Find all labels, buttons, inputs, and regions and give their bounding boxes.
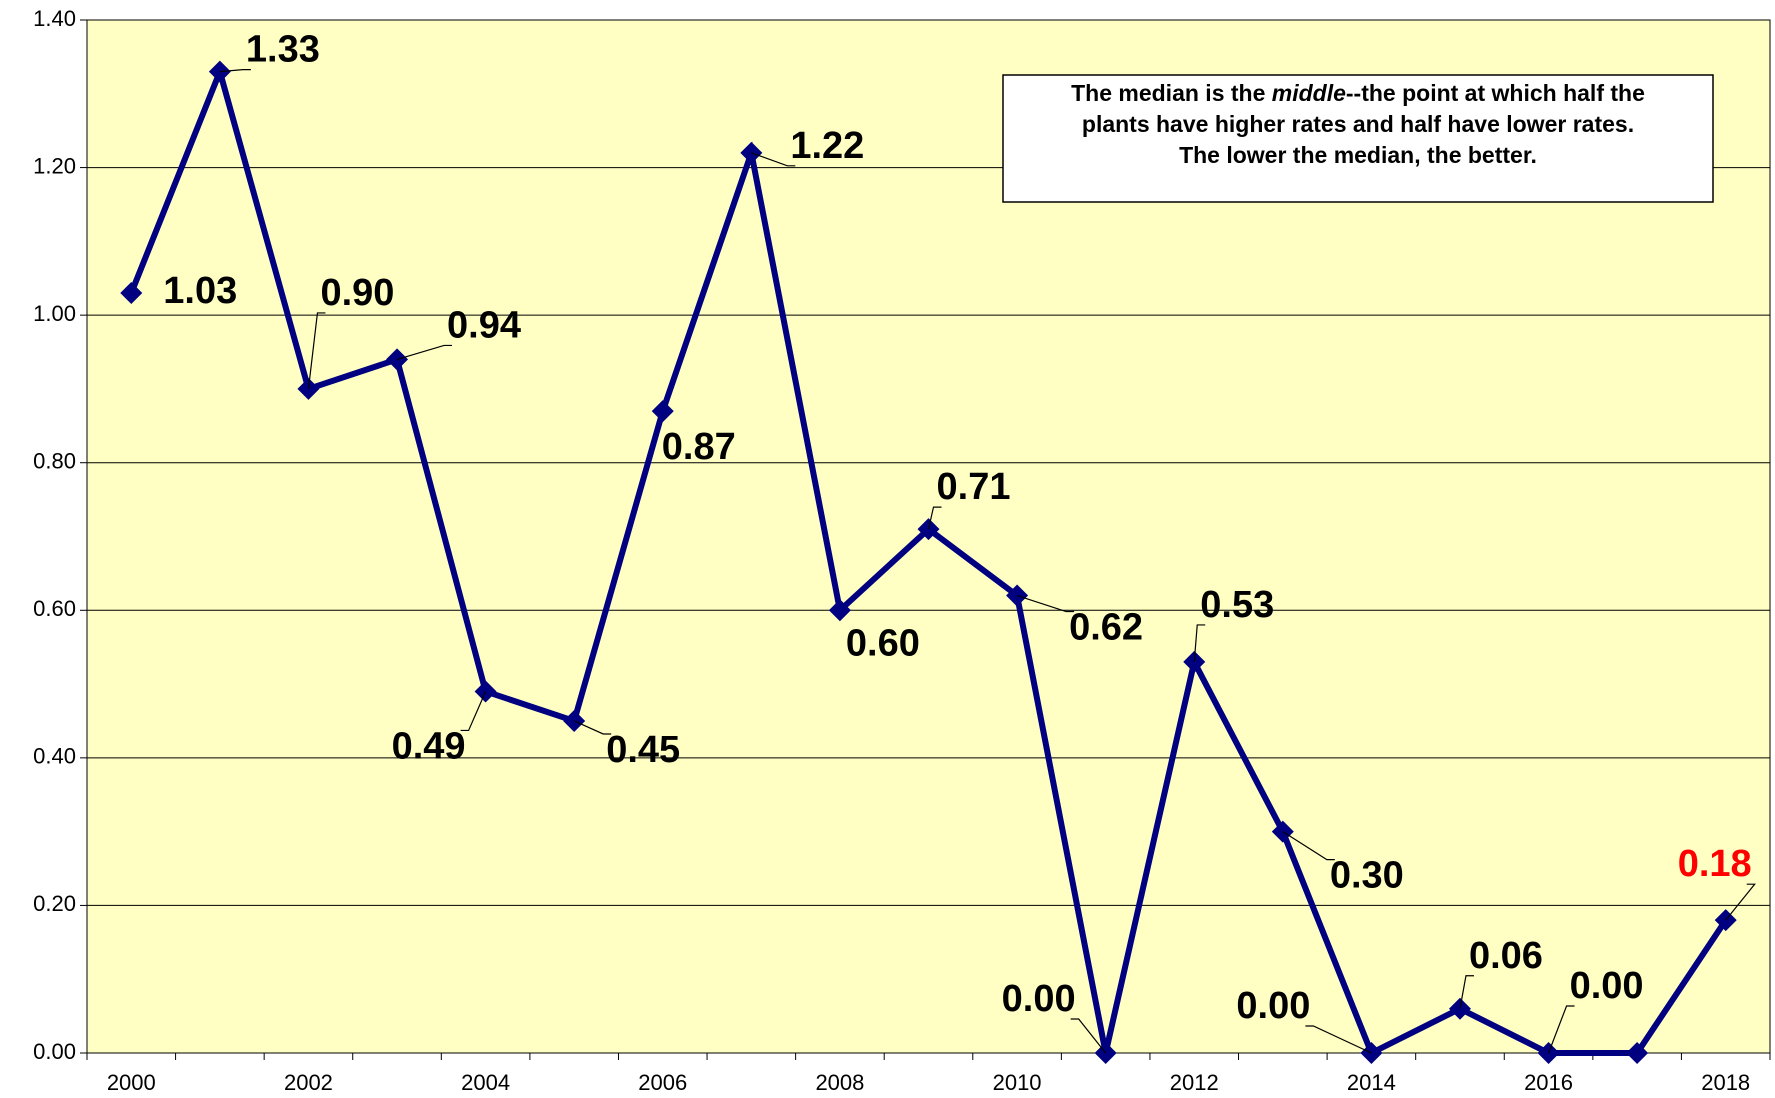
data-label: 0.30: [1330, 855, 1404, 897]
annotation-text: --the point at which half the: [1346, 80, 1645, 106]
leader-line: [396, 344, 453, 360]
x-tick-label: 2008: [815, 1070, 864, 1095]
annotation-box: [1002, 74, 1714, 203]
y-tick-label: 0.20: [33, 891, 76, 916]
annotation-text: The lower the median, the better.: [1179, 142, 1537, 168]
data-label: 0.06: [1469, 935, 1543, 977]
leader-line: [1193, 624, 1206, 662]
x-tick-label: 2012: [1170, 1070, 1219, 1095]
data-label: 0.60: [846, 622, 920, 664]
x-tick-label: 2000: [107, 1070, 156, 1095]
data-label: 1.03: [163, 270, 237, 312]
data-label: 0.00: [1236, 985, 1310, 1027]
data-label: 1.33: [246, 29, 320, 71]
annotation-line: The median is the middle--the point at w…: [1071, 80, 1645, 106]
leader-line: [307, 312, 326, 389]
leader-line: [1725, 883, 1756, 921]
data-label: 1.22: [790, 125, 864, 167]
data-label: 0.45: [606, 729, 680, 771]
annotation-line: The lower the median, the better.: [1179, 142, 1537, 168]
y-tick-label: 0.80: [33, 449, 76, 474]
annotation-text: plants have higher rates and half have l…: [1082, 111, 1634, 137]
y-tick-label: 1.00: [33, 301, 76, 326]
leader-line: [1305, 1025, 1372, 1054]
data-label: 0.71: [937, 466, 1011, 508]
leader-line: [1016, 594, 1075, 613]
leader-line: [751, 152, 796, 167]
x-tick-label: 2016: [1524, 1070, 1573, 1095]
leader-line: [219, 69, 251, 73]
x-tick-label: 2002: [284, 1070, 333, 1095]
data-label: 0.62: [1069, 607, 1143, 649]
data-label: 0.94: [447, 304, 521, 346]
data-label: 0.90: [320, 272, 394, 314]
y-tick-label: 0.40: [33, 744, 76, 769]
leader-line: [460, 691, 487, 732]
data-label: 0.00: [1570, 965, 1644, 1007]
y-tick-label: 0.00: [33, 1039, 76, 1064]
leader-line: [1282, 831, 1335, 861]
leader-line: [1547, 1005, 1575, 1054]
data-label: 0.00: [1002, 978, 1076, 1020]
marker: [1626, 1042, 1649, 1064]
x-tick-label: 2004: [461, 1070, 510, 1095]
annotation-line: plants have higher rates and half have l…: [1082, 111, 1634, 137]
leader-line: [1459, 975, 1474, 1009]
marker: [120, 282, 143, 305]
marker: [651, 400, 674, 423]
data-label: 0.87: [662, 426, 736, 468]
annotation-text: The median is the: [1071, 80, 1272, 106]
marker: [828, 599, 851, 622]
leader-line: [1070, 1018, 1107, 1054]
x-tick-label: 2018: [1701, 1070, 1750, 1095]
y-tick-label: 1.40: [33, 6, 76, 31]
data-label: 0.53: [1200, 584, 1274, 626]
x-tick-label: 2014: [1347, 1070, 1396, 1095]
data-label: 0.18: [1678, 843, 1752, 885]
x-tick-label: 2006: [638, 1070, 687, 1095]
data-label: 0.49: [392, 725, 466, 767]
annotation-text: middle: [1272, 80, 1346, 106]
x-tick-label: 2010: [993, 1070, 1042, 1095]
y-tick-label: 0.60: [33, 596, 76, 621]
leader-line: [573, 720, 612, 735]
y-tick-label: 1.20: [33, 153, 76, 178]
leader-line: [927, 506, 942, 530]
